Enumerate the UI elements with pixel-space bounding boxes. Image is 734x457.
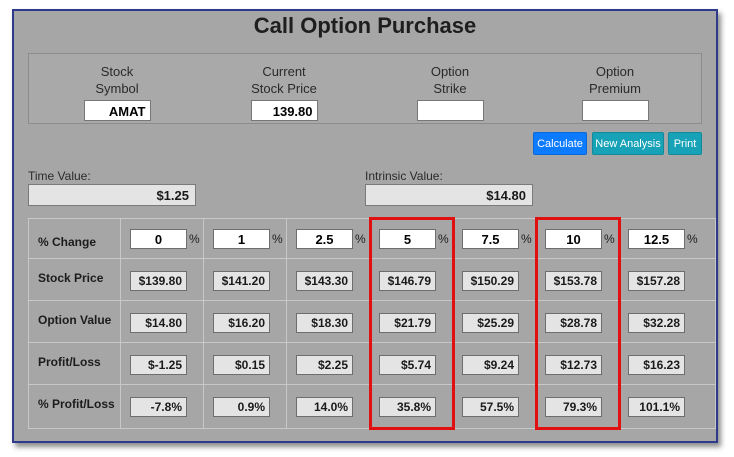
profit-loss-value: $16.23 bbox=[628, 355, 685, 375]
pct-change-input[interactable]: 1 bbox=[213, 229, 270, 249]
profit-loss-value: $2.25 bbox=[296, 355, 353, 375]
pct-profit-loss-value: 0.9% bbox=[213, 397, 270, 417]
calculate-button[interactable]: Calculate bbox=[533, 132, 587, 155]
stock-price-label-1: Current bbox=[262, 64, 306, 79]
option-strike-label-2: Strike bbox=[433, 81, 467, 96]
option-premium-label-1: Option bbox=[595, 64, 635, 79]
scenario-table: % Change Stock Price Option Value Profit/Lo… bbox=[28, 217, 716, 430]
pct-change-input[interactable]: 7.5 bbox=[462, 229, 519, 249]
inputs-section: Stock Symbol AMAT Current Stock Price 13… bbox=[28, 53, 702, 124]
new-analysis-button[interactable]: New Analysis bbox=[592, 132, 664, 155]
stock-symbol-input[interactable]: AMAT bbox=[83, 100, 151, 121]
option-premium-input[interactable] bbox=[581, 100, 649, 121]
option-value-value: $28.78 bbox=[545, 313, 602, 333]
page-title: Call Option Purchase bbox=[253, 13, 477, 38]
profit-loss-value: $5.74 bbox=[379, 355, 436, 375]
profit-loss-value: $12.73 bbox=[545, 355, 602, 375]
profit-loss-value: $0.15 bbox=[213, 355, 270, 375]
percent-symbol: % bbox=[687, 232, 698, 246]
percent-symbol: % bbox=[272, 232, 283, 246]
pct-profit-loss-value: -7.8% bbox=[130, 397, 187, 417]
highlight-box bbox=[369, 217, 455, 430]
pct-change-input[interactable]: 10 bbox=[545, 229, 602, 249]
stock-price-label-2: Stock Price bbox=[251, 81, 317, 96]
percent-symbol: % bbox=[355, 232, 366, 246]
pct-change-input[interactable]: 2.5 bbox=[296, 229, 353, 249]
table-cell bbox=[28, 301, 121, 343]
intrinsic-value-display: $14.80 bbox=[365, 184, 533, 206]
option-value-value: $14.80 bbox=[130, 313, 187, 333]
table-cell bbox=[28, 218, 121, 259]
table-cell bbox=[28, 259, 121, 301]
profit-loss-value: $9.24 bbox=[462, 355, 519, 375]
percent-symbol: % bbox=[438, 232, 449, 246]
percent-symbol: % bbox=[189, 232, 200, 246]
pct-change-input[interactable]: 12.5 bbox=[628, 229, 685, 249]
pct-profit-loss-value: 57.5% bbox=[462, 397, 519, 417]
call-option-panel: Call Option Purchase Stock Symbol AMAT C… bbox=[12, 9, 718, 443]
table-cell bbox=[28, 343, 121, 385]
pct-profit-loss-value: 101.1% bbox=[628, 397, 685, 417]
stock-symbol-label-1: Stock bbox=[100, 64, 134, 79]
stock-price-value: $143.30 bbox=[296, 271, 353, 291]
pct-change-input[interactable]: 5 bbox=[379, 229, 436, 249]
stock-symbol-field: Stock Symbol AMAT bbox=[62, 63, 172, 121]
stock-price-field: Current Stock Price 139.80 bbox=[229, 63, 339, 121]
stock-price-value: $150.29 bbox=[462, 271, 519, 291]
option-value-value: $21.79 bbox=[379, 313, 436, 333]
option-strike-field: Option Strike bbox=[395, 63, 505, 121]
table-cell bbox=[28, 385, 121, 429]
percent-symbol: % bbox=[521, 232, 532, 246]
time-value-display: $1.25 bbox=[28, 184, 196, 206]
stock-price-value: $139.80 bbox=[130, 271, 187, 291]
stock-price-input[interactable]: 139.80 bbox=[250, 100, 318, 121]
pct-profit-loss-value: 14.0% bbox=[296, 397, 353, 417]
option-premium-field: Option Premium bbox=[560, 63, 670, 121]
pct-change-input[interactable]: 0 bbox=[130, 229, 187, 249]
row-header-option-value: Option Value bbox=[38, 313, 112, 327]
option-value-value: $18.30 bbox=[296, 313, 353, 333]
highlight-box bbox=[535, 217, 621, 430]
percent-symbol: % bbox=[604, 232, 615, 246]
pct-profit-loss-value: 79.3% bbox=[545, 397, 602, 417]
option-premium-label-2: Premium bbox=[588, 81, 641, 96]
row-header-pct-profit-loss: % Profit/Loss bbox=[38, 397, 115, 411]
print-button[interactable]: Print bbox=[668, 132, 702, 155]
row-header-profit-loss: Profit/Loss bbox=[38, 355, 101, 369]
row-header-pct-change: % Change bbox=[38, 235, 97, 249]
option-value-value: $25.29 bbox=[462, 313, 519, 333]
stock-price-value: $146.79 bbox=[379, 271, 436, 291]
stock-price-value: $153.78 bbox=[545, 271, 602, 291]
stock-price-value: $157.28 bbox=[628, 271, 685, 291]
row-header-stock-price: Stock Price bbox=[38, 271, 104, 285]
intrinsic-value-label: Intrinsic Value: bbox=[365, 169, 443, 183]
option-value-value: $16.20 bbox=[213, 313, 270, 333]
option-strike-label-1: Option bbox=[430, 64, 470, 79]
time-value-label: Time Value: bbox=[28, 169, 91, 183]
pct-profit-loss-value: 35.8% bbox=[379, 397, 436, 417]
option-strike-input[interactable] bbox=[416, 100, 484, 121]
profit-loss-value: $-1.25 bbox=[130, 355, 187, 375]
stock-price-value: $141.20 bbox=[213, 271, 270, 291]
stock-symbol-label-2: Symbol bbox=[95, 81, 139, 96]
option-value-value: $32.28 bbox=[628, 313, 685, 333]
